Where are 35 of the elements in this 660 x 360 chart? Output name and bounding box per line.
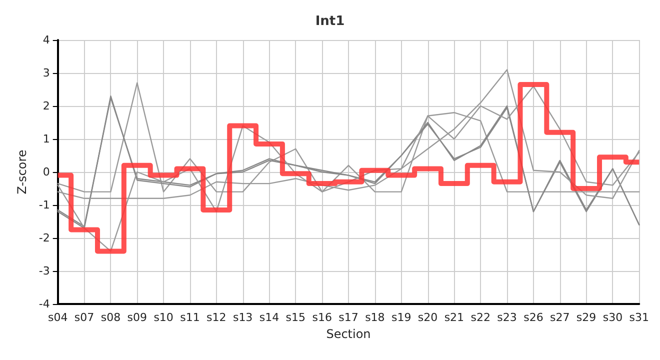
x-tick-label: s30 xyxy=(602,311,623,324)
y-tick-label: -3 xyxy=(38,264,50,278)
y-tick-label: -2 xyxy=(38,232,50,244)
y-tick-label: 2 xyxy=(42,100,50,112)
x-axis-title: Section xyxy=(326,326,371,341)
x-tick-label: s07 xyxy=(74,311,94,324)
x-tick-label: s15 xyxy=(286,311,306,324)
x-tick-label: s14 xyxy=(259,311,280,324)
x-tick-label: s19 xyxy=(391,311,412,324)
x-tick-label: s23 xyxy=(497,311,517,324)
x-tick-label: s27 xyxy=(550,311,570,324)
x-tick-label: s09 xyxy=(127,311,147,324)
y-tick-label: 3 xyxy=(42,66,50,80)
x-tick-label: s11 xyxy=(180,311,200,324)
x-tick-label: s26 xyxy=(524,311,544,324)
y-tick-label: 4 xyxy=(42,34,50,46)
y-tick-label: 1 xyxy=(42,132,50,146)
x-tick-label: s10 xyxy=(154,311,174,324)
x-tick-label: s18 xyxy=(365,311,385,324)
y-tick-label: -4 xyxy=(38,298,50,310)
x-tick-label: s13 xyxy=(232,311,253,324)
x-tick-label: s20 xyxy=(418,311,438,324)
x-tick-label: s22 xyxy=(470,311,490,324)
chart-title: Int1 xyxy=(315,14,345,29)
y-tick-label: -1 xyxy=(38,198,50,212)
y-axis-title: Z-score xyxy=(15,150,29,194)
x-tick-label: s31 xyxy=(629,311,650,324)
x-tick-label: s21 xyxy=(444,311,464,324)
y-tick-label: 0 xyxy=(42,166,50,178)
x-tick-label: s29 xyxy=(576,311,596,324)
x-tick-label: s12 xyxy=(206,311,226,324)
x-tick-label: s17 xyxy=(338,311,358,324)
x-tick-label: s16 xyxy=(312,311,332,324)
x-tick-label: s08 xyxy=(100,311,121,324)
x-tick-label: s04 xyxy=(48,311,68,324)
